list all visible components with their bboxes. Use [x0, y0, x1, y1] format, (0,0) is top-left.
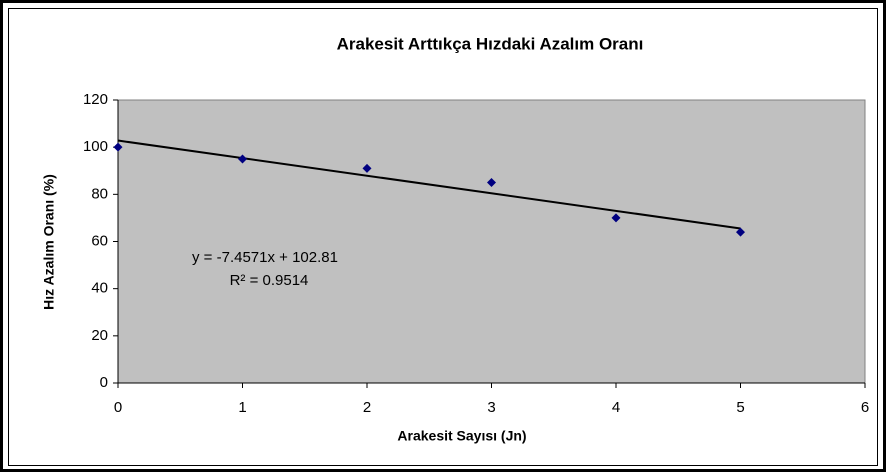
chart-title: Arakesit Arttıkça Hızdaki Azalım Oranı [337, 34, 644, 53]
y-tick-label: 40 [91, 280, 108, 297]
y-axis-label: Hız Azalım Oranı (%) [41, 174, 57, 310]
x-tick-label: 3 [487, 399, 495, 416]
trendline-equation: y = -7.4571x + 102.81 [192, 249, 338, 266]
y-tick-label: 60 [91, 232, 108, 249]
point [736, 227, 745, 237]
point [487, 178, 496, 188]
y-tick-label: 0 [100, 374, 108, 391]
x-tick-label: 6 [861, 399, 869, 416]
point [611, 213, 621, 223]
x-tick-label: 0 [114, 399, 122, 416]
plot-area [117, 99, 866, 384]
y-tick-label: 20 [91, 327, 108, 344]
x-tick-label: 5 [736, 399, 744, 416]
x-tick-label: 1 [238, 399, 246, 416]
point [113, 142, 123, 152]
x-tick-label: 4 [612, 399, 620, 416]
y-tick-label: 120 [83, 91, 108, 108]
trendline-r-squared: R² = 0.9514 [230, 272, 309, 289]
x-tick-label: 2 [363, 399, 371, 416]
y-tick-label: 80 [91, 185, 108, 202]
trendline [117, 139, 741, 230]
y-tick-label: 100 [83, 138, 108, 155]
point [238, 154, 247, 164]
point [362, 163, 372, 173]
x-axis-label: Arakesit Sayısı (Jn) [397, 428, 526, 444]
